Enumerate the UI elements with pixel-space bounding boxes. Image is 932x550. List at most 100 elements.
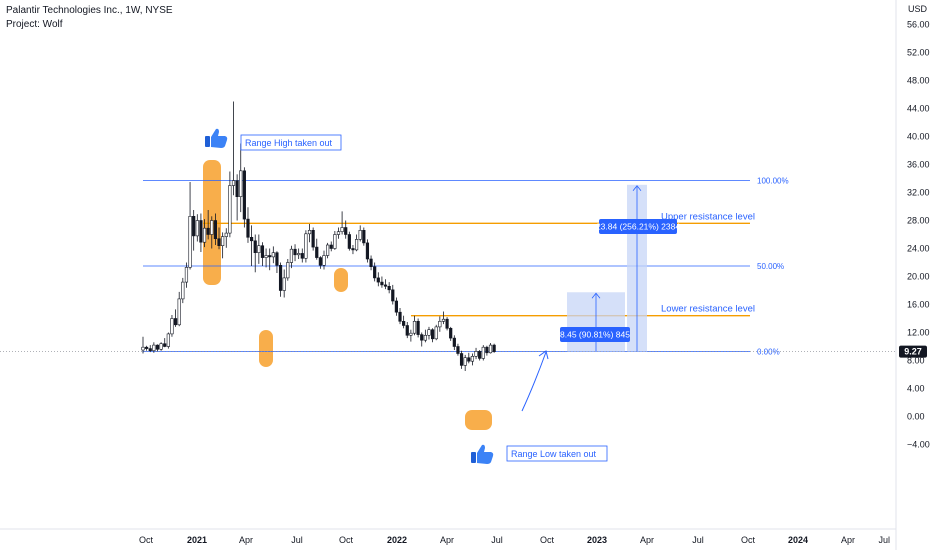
candle-body xyxy=(394,300,399,313)
candle-body xyxy=(333,234,337,249)
thumb-hand xyxy=(477,444,494,464)
candle-body xyxy=(485,346,489,354)
candle-body xyxy=(231,180,236,186)
x-tick-label: Apr xyxy=(841,535,855,545)
candle-body xyxy=(329,244,333,249)
x-tick-label: Oct xyxy=(540,535,555,545)
candle-body xyxy=(307,230,312,235)
range-high-label: Range High taken out xyxy=(245,138,333,148)
candle-body xyxy=(322,255,326,266)
y-tick-label: 24.00 xyxy=(907,244,930,254)
projection-curve-arrow xyxy=(521,351,547,412)
candles-layer xyxy=(141,101,496,371)
last-price-value: 9.27 xyxy=(904,347,922,357)
x-tick-label: Oct xyxy=(741,535,756,545)
highlight-marker xyxy=(334,268,348,292)
thumb-cuff xyxy=(471,452,476,463)
candle-body xyxy=(387,285,391,291)
x-tick-label: Oct xyxy=(339,535,354,545)
candle-body xyxy=(235,180,239,198)
candle-body xyxy=(463,357,467,366)
x-tick-label: Jul xyxy=(491,535,503,545)
candle-body xyxy=(304,233,308,259)
price-axis[interactable]: 64.0060.0056.0052.0048.0044.0040.0036.00… xyxy=(907,0,930,450)
candle-body xyxy=(250,237,254,242)
candle-body xyxy=(184,267,189,283)
candle-body xyxy=(452,337,456,347)
candle-body xyxy=(409,332,413,336)
resistance-label: Upper resistance level xyxy=(661,211,755,222)
thumbs-up-icon xyxy=(471,444,494,464)
candle-body xyxy=(199,220,203,243)
y-tick-label: 20.00 xyxy=(907,272,930,282)
currency-label: USD xyxy=(908,4,928,14)
chart-header: Palantir Technologies Inc., 1W, NYSE Pro… xyxy=(6,4,173,32)
range-high-box xyxy=(240,134,342,151)
candle-body xyxy=(488,344,493,354)
candle-body xyxy=(217,238,221,246)
range-low-box xyxy=(506,445,608,462)
x-tick-label: 2023 xyxy=(587,535,607,545)
candle-body xyxy=(257,245,261,253)
candle-body xyxy=(369,258,373,267)
candle-body xyxy=(170,318,174,335)
candle-body xyxy=(289,248,294,263)
candle-body xyxy=(286,262,290,279)
y-tick-label: 44.00 xyxy=(907,104,930,114)
measure-tag-text: 8.45 (90.81%) 845 xyxy=(560,330,630,340)
candle-body xyxy=(423,334,427,341)
candle-body xyxy=(470,355,475,362)
candle-body xyxy=(441,318,446,322)
project-label: Project: Wolf xyxy=(6,19,63,30)
candle-body xyxy=(275,252,279,266)
candle-body xyxy=(141,346,145,351)
candle-body xyxy=(268,255,272,258)
y-tick-label: 48.00 xyxy=(907,76,930,86)
candle-body xyxy=(481,346,485,359)
candle-body xyxy=(398,311,402,322)
candle-body xyxy=(228,185,232,234)
candle-body xyxy=(449,327,453,339)
y-tick-label: 60.00 xyxy=(907,0,930,2)
y-tick-label: −4.00 xyxy=(907,440,930,450)
candle-body xyxy=(492,344,496,352)
candle-body xyxy=(253,240,257,254)
highlight-marker xyxy=(465,410,492,430)
candle-body xyxy=(224,232,228,237)
candle-body xyxy=(206,227,210,235)
y-tick-label: 28.00 xyxy=(907,216,930,226)
fib-level-label: 50.00% xyxy=(757,262,784,271)
candle-body xyxy=(181,281,185,300)
candle-body xyxy=(260,245,265,258)
candle-body xyxy=(416,320,420,335)
thumb-cuff xyxy=(205,136,210,147)
x-tick-label: Apr xyxy=(239,535,253,545)
candle-body xyxy=(402,320,406,326)
time-axis[interactable]: Oct 2021 Apr Jul Oct 2022 Apr Jul Oct 2023 Apr Jul O… xyxy=(139,535,890,545)
candle-body xyxy=(405,325,409,336)
candle-body xyxy=(242,170,246,220)
y-tick-label: 52.00 xyxy=(907,48,930,58)
x-tick-label: Oct xyxy=(139,535,154,545)
candle-body xyxy=(351,248,355,251)
candle-body xyxy=(427,329,431,336)
candle-body xyxy=(478,351,482,359)
candle-body xyxy=(467,357,471,362)
x-tick-label: Jul xyxy=(692,535,704,545)
candle-body xyxy=(380,281,384,286)
candle-body xyxy=(166,333,170,347)
y-tick-label: 56.00 xyxy=(907,20,930,30)
candle-body xyxy=(195,220,199,237)
x-tick-label: Apr xyxy=(640,535,654,545)
projection-arrowhead-small xyxy=(591,292,601,299)
candle-body xyxy=(336,231,341,235)
highlight-layer xyxy=(203,160,492,430)
measure-tag xyxy=(599,219,677,234)
projection-layer: 23.84 (256.21%) 2384 8.45 (90.81%) 845 xyxy=(560,184,680,352)
highlight-marker xyxy=(259,330,273,367)
thumbs-up-icon xyxy=(205,128,228,148)
thumb-hand xyxy=(211,128,228,148)
candle-body xyxy=(297,253,301,256)
y-tick-label: 8.00 xyxy=(907,356,925,366)
